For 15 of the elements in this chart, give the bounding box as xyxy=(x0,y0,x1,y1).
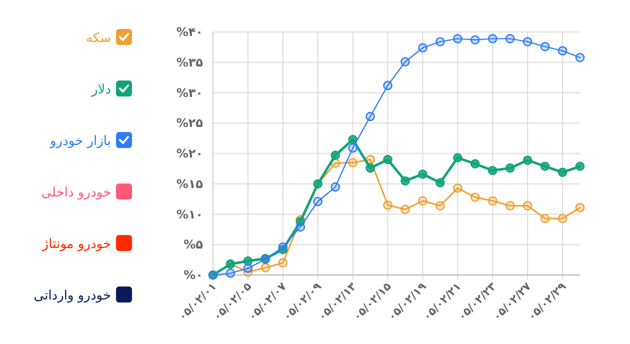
y-tick-label: %۱۰ xyxy=(176,207,203,222)
legend-label: سکه xyxy=(86,31,111,46)
legend-label: خودرو مونتاژ xyxy=(41,237,111,252)
y-tick-label: %۵ xyxy=(184,238,203,252)
y-tick-label: %۴۰ xyxy=(176,25,203,39)
y-tick-label: %۳۵ xyxy=(176,55,203,70)
y-tick-label: %۲۵ xyxy=(176,116,203,130)
legend-label: دلار xyxy=(90,82,112,98)
y-tick-label: %۲۰ xyxy=(176,146,203,160)
y-tick-label: %۰ xyxy=(184,268,203,282)
legend-label: بازار خودرو xyxy=(49,134,111,149)
legend-label: خودرو وارداتی xyxy=(34,288,111,304)
y-tick-label: %۳۰ xyxy=(176,86,203,100)
y-tick-label: %۱۵ xyxy=(176,176,203,191)
legend-label: خودرو داخلی xyxy=(41,186,111,200)
